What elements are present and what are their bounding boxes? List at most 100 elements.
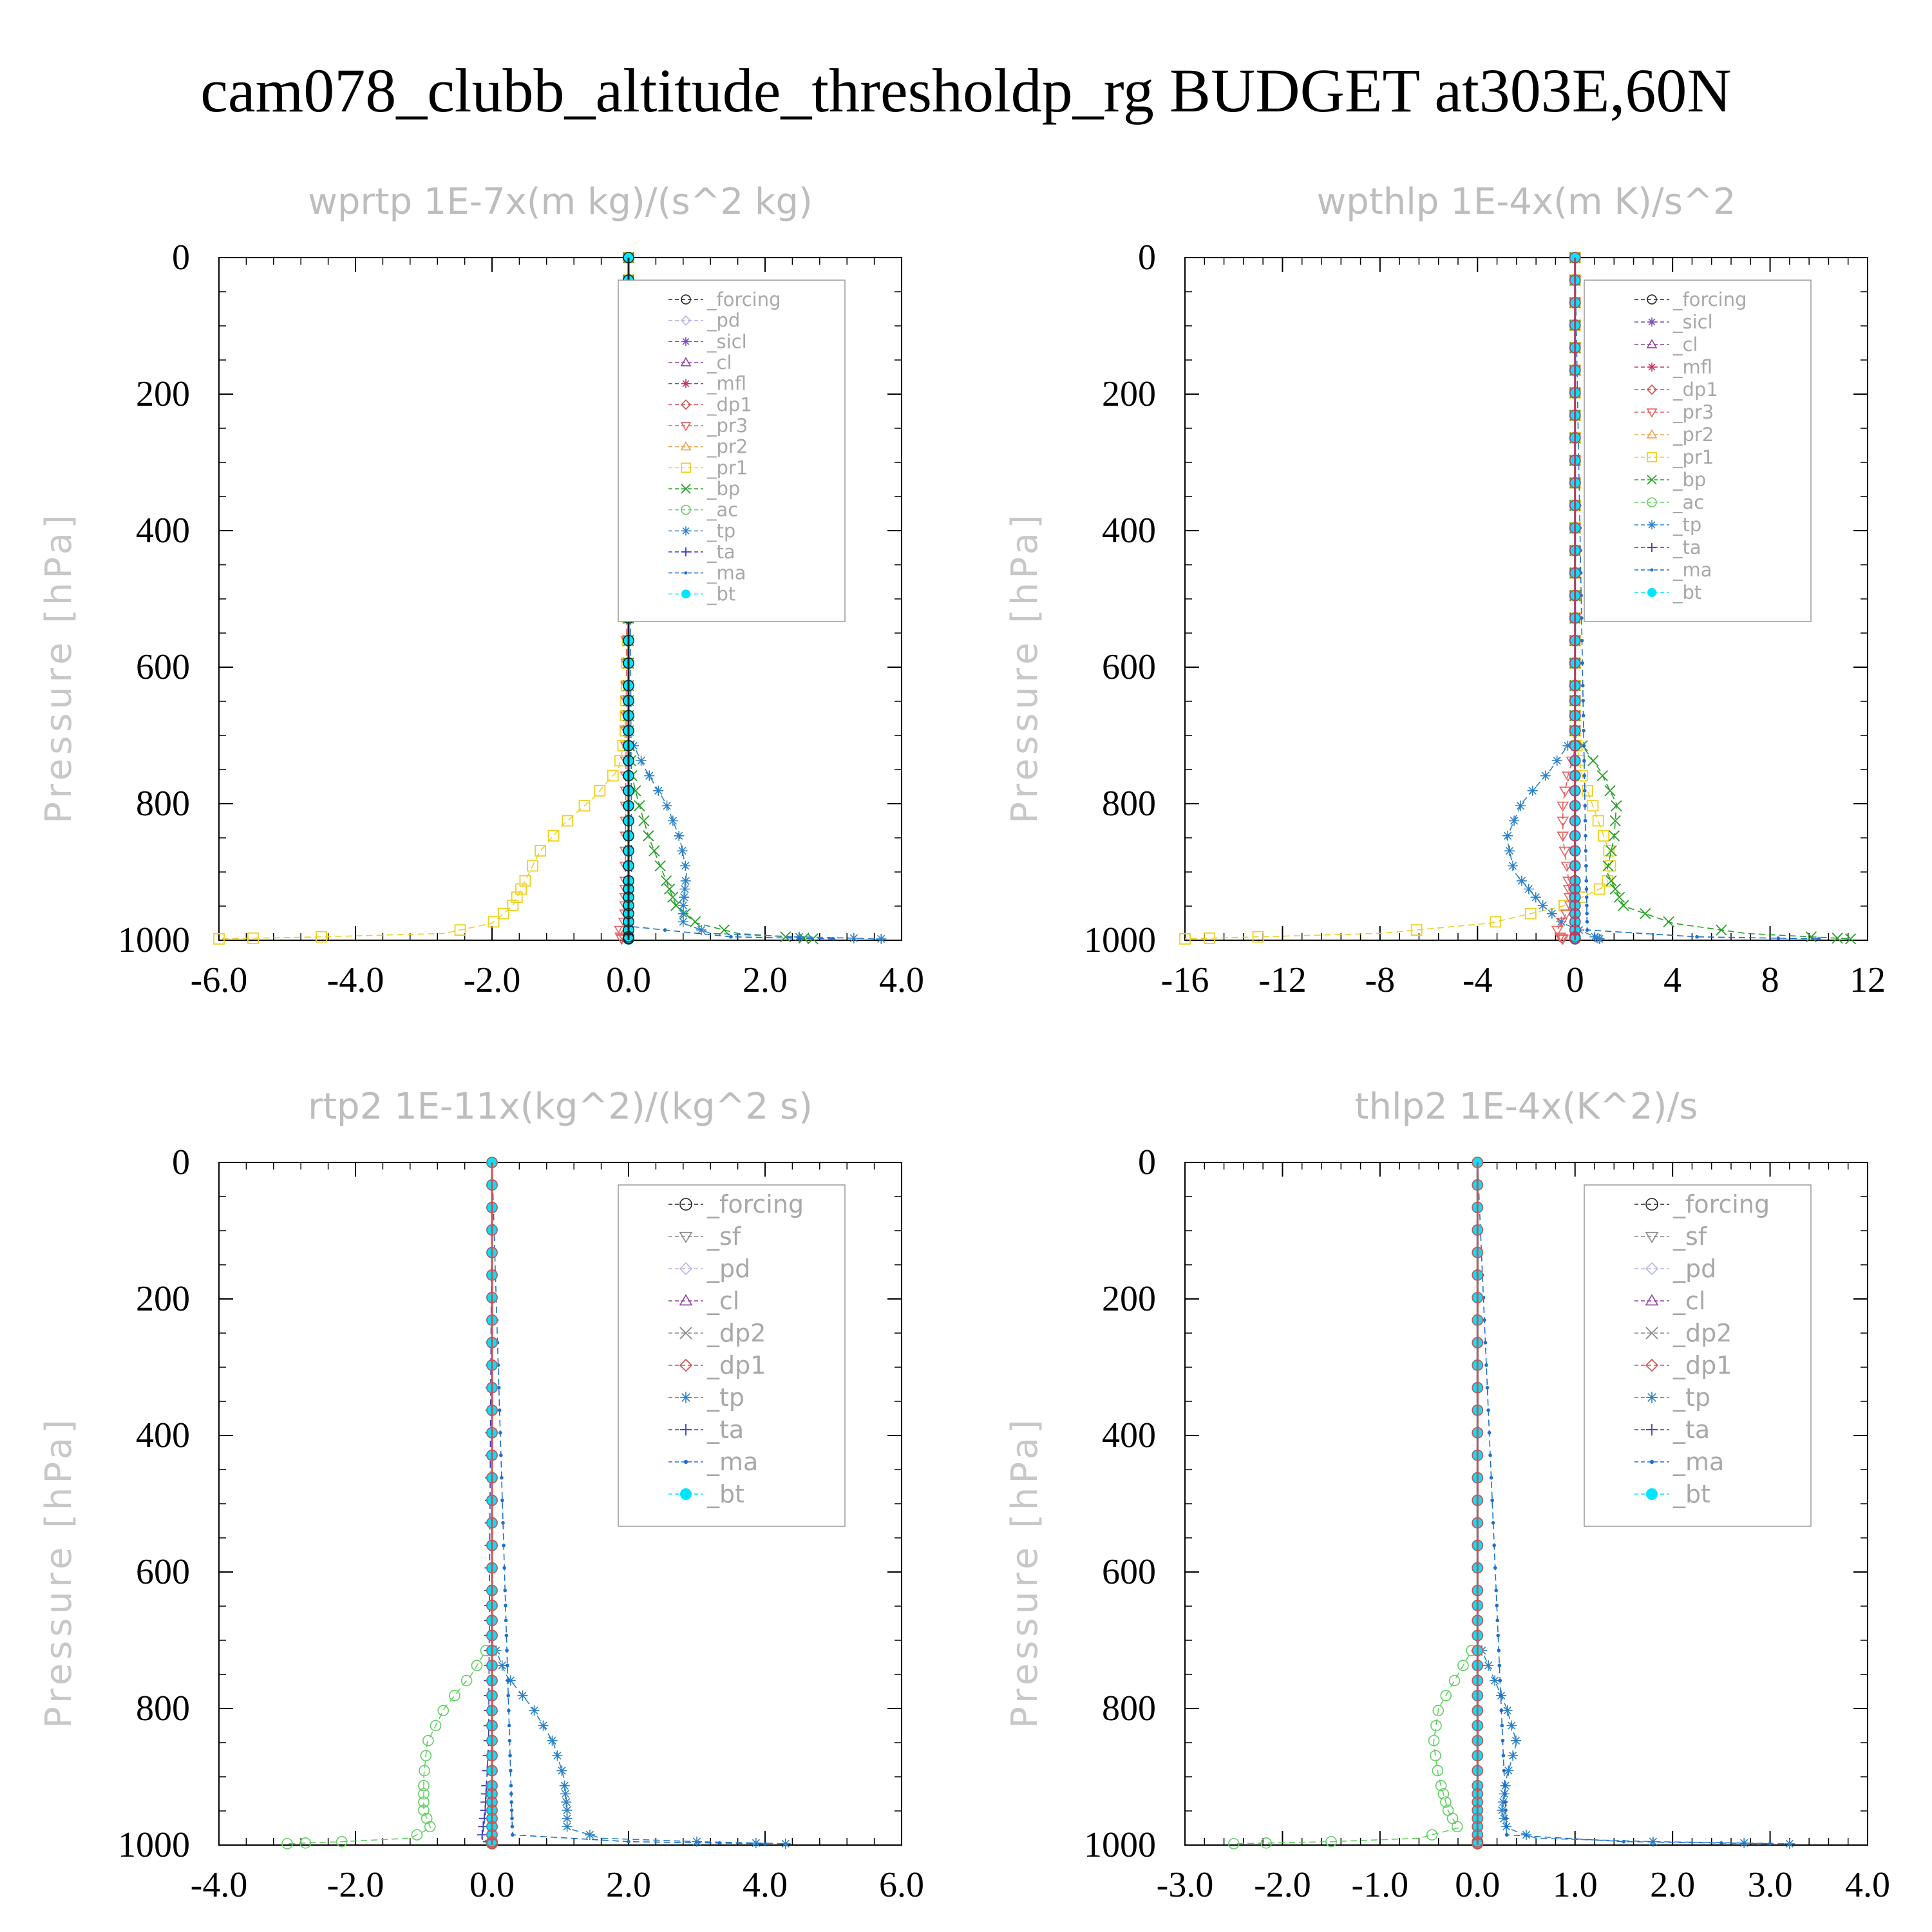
data-point: [1488, 1453, 1492, 1457]
legend-label: _pd: [1672, 1255, 1716, 1283]
data-point: [848, 933, 859, 943]
legend-entry: _bp: [1634, 469, 1706, 491]
data-point: [486, 1517, 498, 1529]
legend-label: _tp: [1672, 514, 1701, 536]
data-point: [486, 1472, 498, 1484]
data-point: [750, 1837, 761, 1848]
data-point: [418, 1796, 430, 1808]
data-point: [1504, 1808, 1508, 1812]
data-point: [1569, 916, 1581, 928]
data-point: [1602, 875, 1614, 887]
data-point: [1486, 1408, 1490, 1412]
y-tick-label: 200: [1102, 374, 1156, 414]
data-point: [607, 770, 619, 782]
data-point: [316, 931, 327, 943]
data-point: [1562, 740, 1573, 751]
data-point: [1618, 900, 1629, 911]
data-point: [1472, 1615, 1484, 1627]
legend-marker: [1650, 568, 1654, 572]
data-point: [831, 937, 835, 941]
data-point: [1569, 883, 1581, 895]
data-point: [498, 1430, 502, 1435]
data-point: [1582, 773, 1587, 778]
data-point: [1569, 724, 1581, 737]
data-point: [1560, 909, 1573, 920]
data-point: [1569, 891, 1581, 904]
data-point: [674, 830, 685, 841]
legend-entry: _pd: [668, 310, 740, 332]
legend-entry: _tp: [668, 1383, 744, 1412]
data-point: [486, 1705, 498, 1716]
legend-marker: [679, 1198, 692, 1211]
x-tick-label: -16: [1161, 960, 1209, 1000]
legend-label: _dp1: [706, 1351, 766, 1379]
data-point: [1472, 1517, 1484, 1529]
data-point: [653, 785, 664, 796]
data-point: [502, 1543, 506, 1548]
legend-marker: [1647, 520, 1656, 529]
legend-entry: _forcing: [668, 1190, 804, 1218]
data-point: [649, 845, 660, 857]
data-point: [552, 1750, 563, 1761]
legend-box: [618, 279, 846, 622]
legend-label: _bt: [706, 1480, 744, 1508]
legend-marker: [1645, 1294, 1659, 1306]
y-tick-label: 200: [1102, 1279, 1156, 1319]
series-dp1: [1227, 1157, 1484, 1850]
legend-marker: [680, 422, 692, 431]
data-point: [511, 891, 523, 904]
data-point: [1472, 1247, 1484, 1258]
y-tick-label: 400: [136, 1416, 190, 1455]
data-point: [1569, 695, 1581, 706]
data-point: [1551, 755, 1562, 766]
data-point: [488, 916, 500, 928]
legend-entry: _dp1: [1634, 379, 1718, 401]
data-point: [1580, 638, 1584, 643]
data-point: [486, 1494, 498, 1506]
data-point: [510, 1824, 515, 1829]
legend-marker: [1645, 1358, 1659, 1372]
data-point: [486, 1584, 498, 1596]
data-point: [509, 1808, 514, 1812]
data-point: [510, 1816, 514, 1821]
data-point: [1817, 937, 1821, 941]
legend-entry: _bp: [668, 478, 740, 500]
data-point: [1472, 1426, 1484, 1439]
data-point: [1487, 1430, 1492, 1435]
data-point: [1472, 1472, 1484, 1484]
legend-label: _forcing: [706, 1190, 804, 1218]
data-point: [497, 1386, 501, 1390]
legend-label: _pr1: [1672, 446, 1714, 468]
legend-entry: _bt: [1634, 1480, 1710, 1508]
data-point: [1508, 1750, 1519, 1761]
data-point: [1622, 1839, 1626, 1844]
data-point: [1832, 933, 1843, 944]
data-point: [1490, 1498, 1494, 1502]
data-point: [1569, 432, 1581, 444]
data-point: [486, 1788, 498, 1800]
x-tick-label: -6.0: [191, 960, 248, 1000]
data-point: [1472, 1838, 1484, 1850]
legend-label: _cl: [706, 1287, 739, 1315]
legend-entry: _mfl: [668, 373, 746, 395]
data-point: [497, 907, 509, 920]
data-point: [1489, 1475, 1493, 1480]
legend-marker: [680, 441, 692, 451]
data-point: [529, 1705, 540, 1716]
legend-label: _tp: [1672, 1383, 1710, 1412]
data-point: [508, 1754, 512, 1757]
x-tick-label: -8: [1365, 960, 1396, 1000]
legend-label: _dp1: [706, 393, 752, 415]
data-point: [1499, 1813, 1510, 1824]
legend-marker: [680, 315, 692, 326]
legend-marker: [681, 547, 690, 556]
data-point: [500, 1475, 504, 1480]
legend-label: _ta: [706, 541, 735, 563]
data-point: [1844, 933, 1857, 945]
x-tick-label: -12: [1258, 960, 1307, 1000]
data-point: [1432, 1705, 1444, 1716]
data-point: [1537, 900, 1548, 911]
data-point: [1569, 274, 1581, 286]
data-point: [1325, 1835, 1337, 1848]
